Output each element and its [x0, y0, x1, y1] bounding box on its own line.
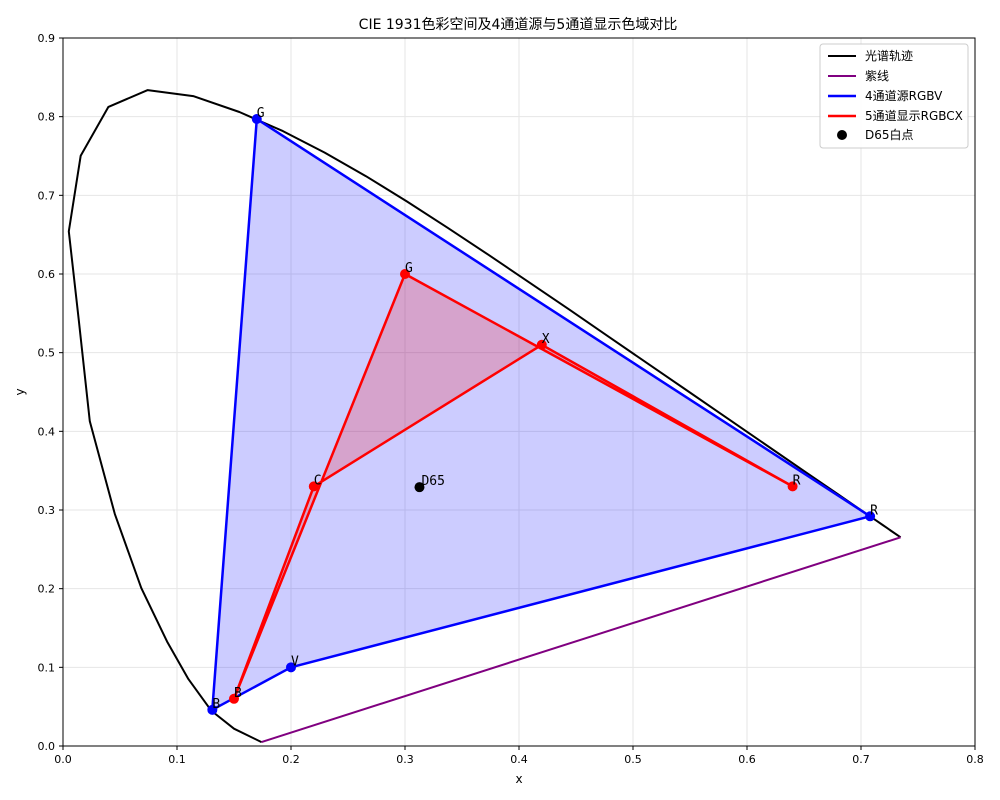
display-primary-label: G — [405, 261, 413, 276]
source-primary-point — [865, 511, 876, 522]
x-tick-label: 0.4 — [510, 753, 528, 766]
purple-line — [261, 536, 901, 744]
y-tick-label: 0.7 — [38, 189, 56, 202]
display-primary-label: B — [234, 686, 242, 701]
y-tick-label: 0.3 — [38, 504, 56, 517]
x-tick-label: 0.2 — [282, 753, 300, 766]
source-primary-label: R — [870, 503, 878, 518]
x-axis-label: x — [515, 772, 522, 786]
legend: 光谱轨迹 紫线 4通道源RGBV 5通道显示RGBCX D65白点 — [819, 43, 969, 149]
display-primary-label: C — [314, 473, 322, 488]
legend-label-purple: 紫线 — [865, 69, 889, 83]
x-tick-label: 0.6 — [738, 753, 756, 766]
legend-label-source: 4通道源RGBV — [865, 89, 943, 103]
y-axis-label: y — [13, 388, 27, 395]
display-primary-point — [536, 339, 547, 350]
display-primary-label: R — [793, 473, 801, 488]
y-tick-label: 0.6 — [38, 268, 56, 281]
y-tick-label: 0.5 — [38, 347, 56, 360]
source-primary-label: V — [291, 654, 299, 669]
axis-ticks: 0.0 0.1 0.2 0.3 0.4 0.5 0.6 0.7 0.8 0.0 0.1 0.2 0.3 0… — [38, 32, 984, 766]
legend-box — [819, 43, 969, 149]
source-gamut-fill — [212, 119, 871, 710]
y-tick-label: 0.8 — [38, 111, 56, 124]
source-primary-point — [207, 704, 218, 715]
x-tick-label: 0.8 — [966, 753, 984, 766]
legend-label-spectral: 光谱轨迹 — [865, 49, 913, 63]
display-primary-point — [787, 481, 798, 492]
display-primary-point — [229, 693, 239, 704]
x-tick-label: 0.5 — [624, 753, 642, 766]
y-tick-label: 0.4 — [38, 425, 56, 438]
legend-label-display: 5通道显示RGBCX — [865, 109, 963, 123]
display-gamut-outline — [232, 272, 794, 701]
whitepoint-marker — [414, 482, 425, 493]
source-primary-point — [286, 662, 296, 673]
display-primary-point — [308, 481, 319, 492]
x-tick-label: 0.0 — [54, 753, 72, 766]
legend-label-whitepoint: D65白点 — [865, 127, 914, 142]
x-tick-label: 0.3 — [396, 753, 414, 766]
y-tick-label: 0.2 — [38, 583, 56, 596]
y-tick-label: 0.0 — [38, 740, 56, 753]
display-gamut-fill — [234, 274, 793, 699]
x-tick-label: 0.7 — [852, 753, 870, 766]
y-tick-label: 0.1 — [38, 661, 56, 674]
whitepoint-label: D65 — [421, 474, 444, 489]
plot-data: R G B V R G B C X D65 — [67, 89, 902, 744]
plot-frame — [62, 37, 976, 747]
source-primary-point — [251, 114, 262, 125]
source-primary-label: B — [212, 697, 220, 712]
display-primary-label: X — [542, 332, 550, 347]
y-tick-label: 0.9 — [38, 32, 56, 45]
legend-swatch-whitepoint — [837, 130, 847, 140]
x-tick-label: 0.1 — [168, 753, 186, 766]
chart-title: CIE 1931色彩空间及4通道源与5通道显示色域对比 — [359, 16, 678, 33]
display-primary-point — [400, 269, 410, 279]
source-primary-label: G — [257, 106, 265, 121]
